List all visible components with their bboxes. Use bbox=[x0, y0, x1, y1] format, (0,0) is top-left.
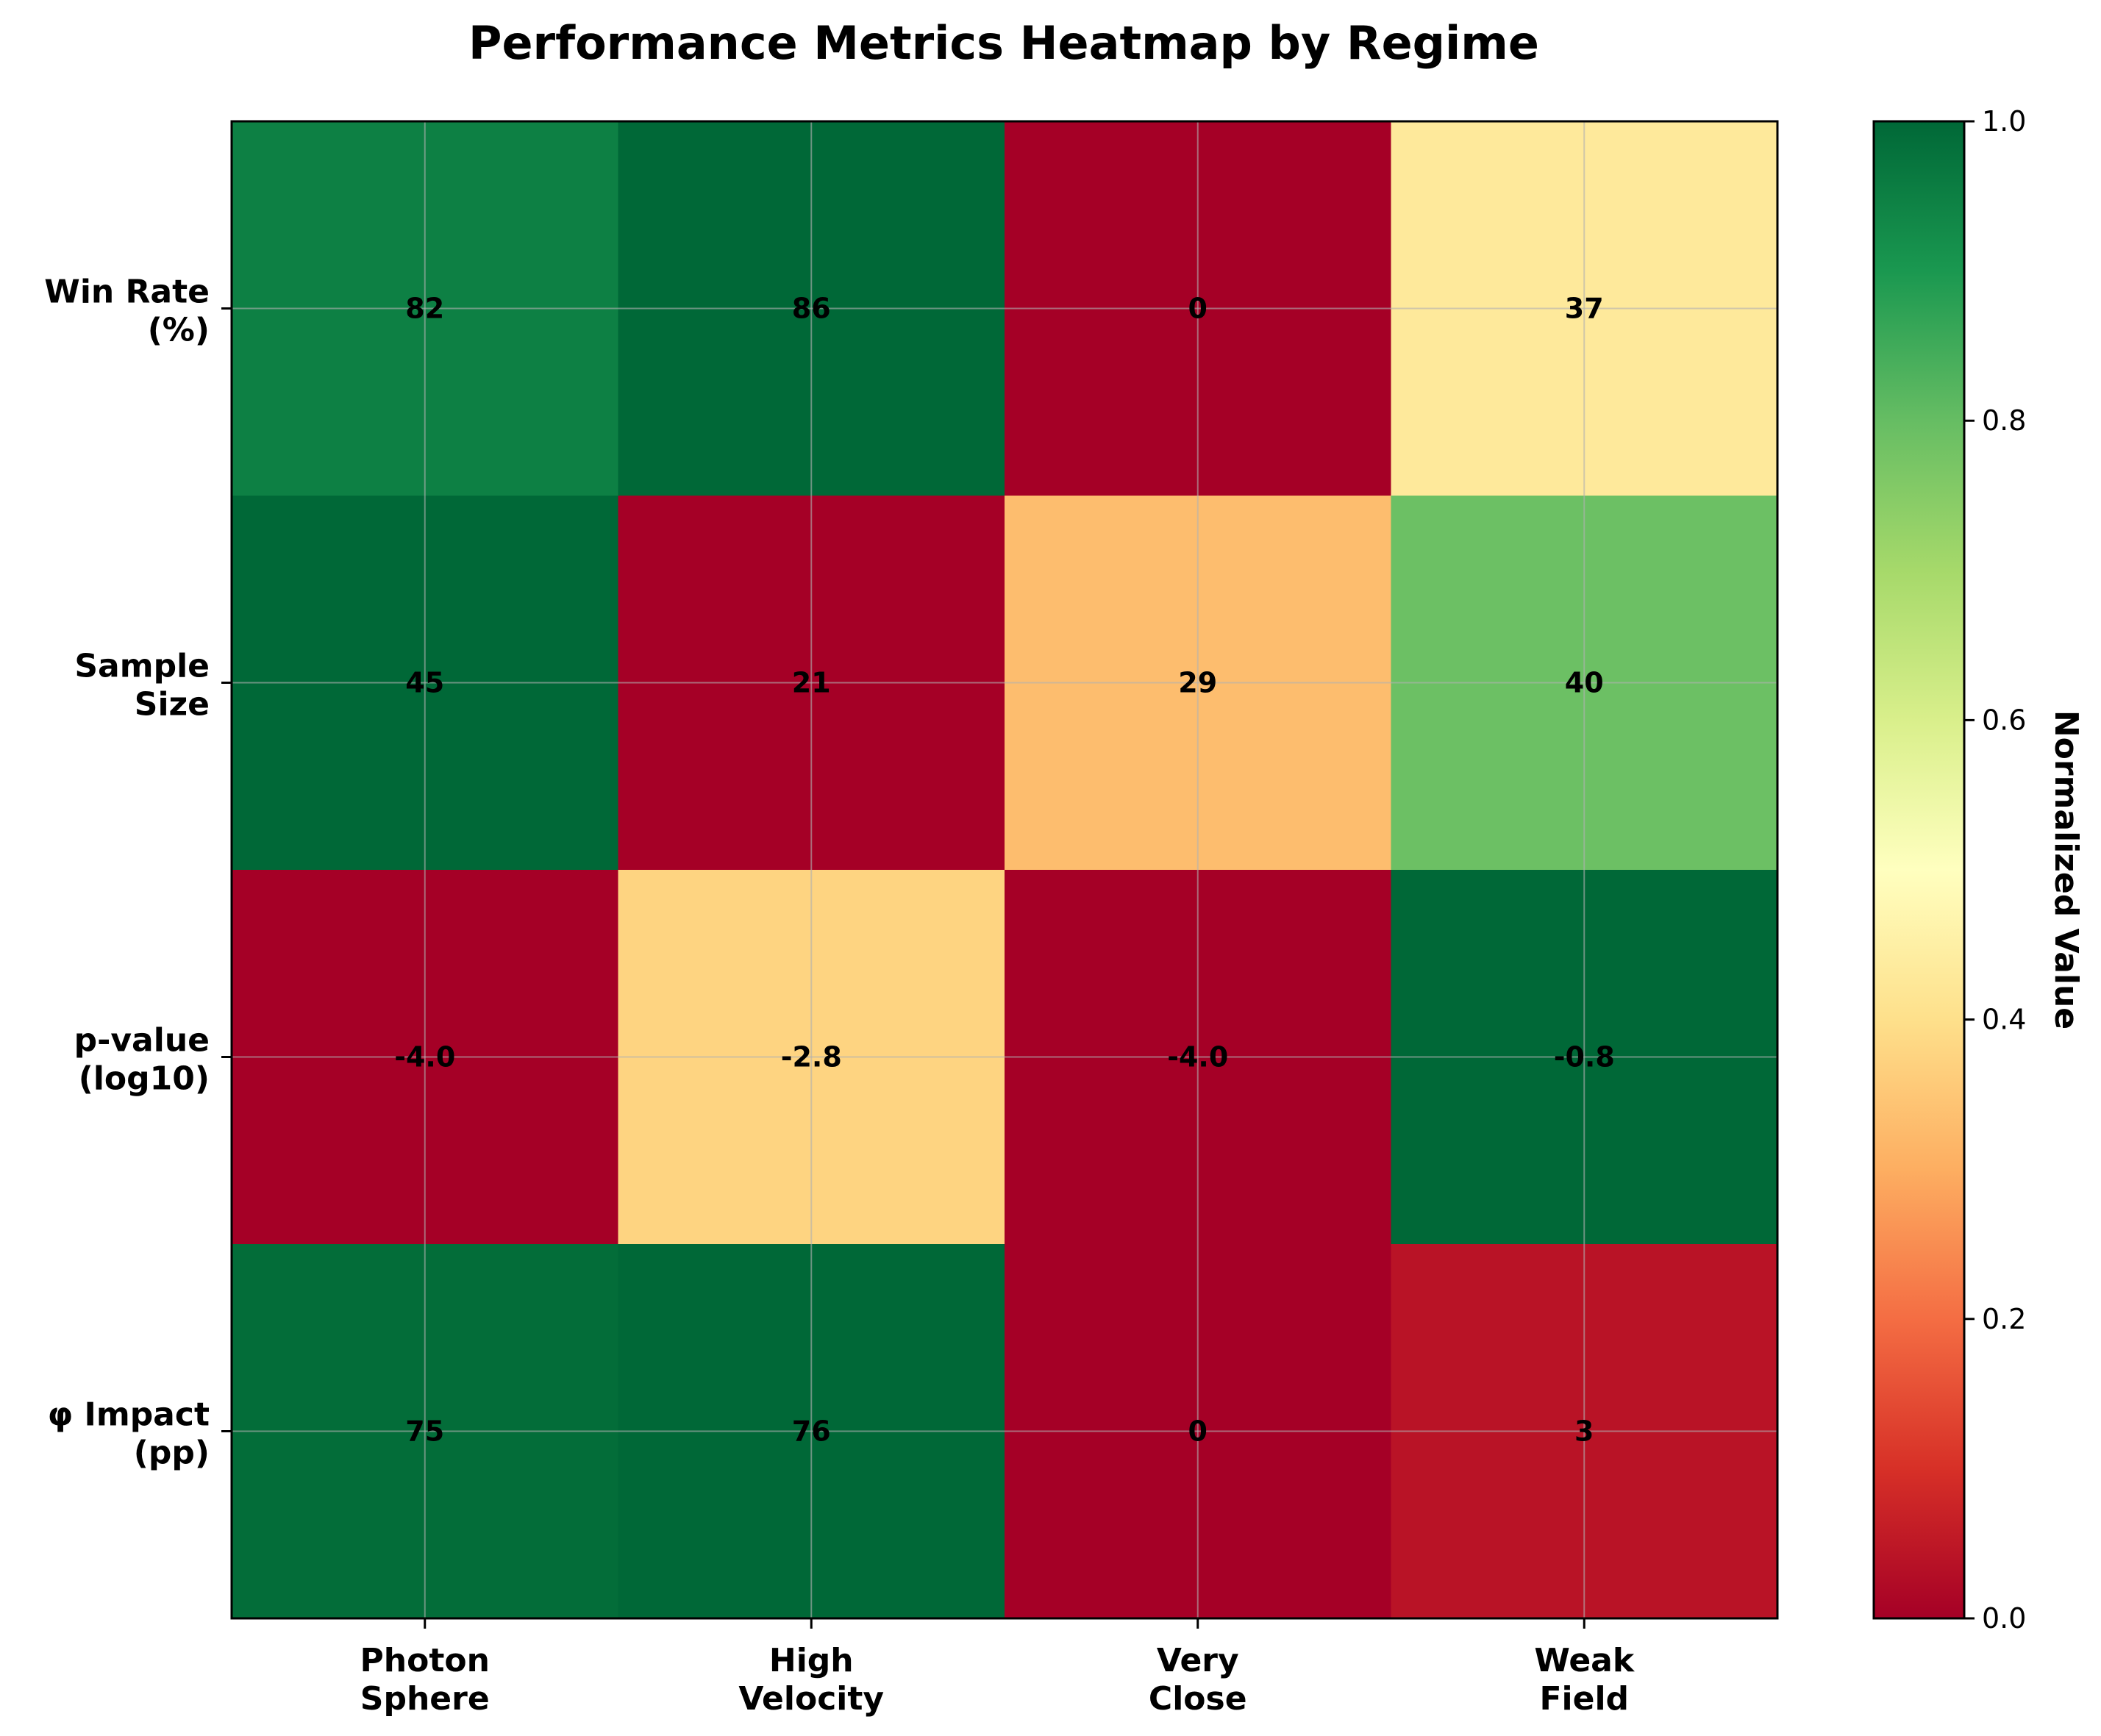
y-tick-label: φ Impact bbox=[48, 1396, 210, 1434]
cell-label: 0 bbox=[1188, 293, 1208, 325]
heatmap-cells bbox=[232, 121, 1778, 1619]
y-tick-label: Sample bbox=[74, 648, 210, 685]
cell-label: 82 bbox=[405, 293, 444, 325]
y-tick-label: (%) bbox=[148, 312, 210, 349]
y-tick-label: (pp) bbox=[134, 1435, 210, 1472]
y-tick-label: (log10) bbox=[79, 1060, 210, 1098]
cell-label: -4.0 bbox=[1167, 1041, 1228, 1074]
cell-label: 29 bbox=[1178, 667, 1217, 699]
cell-label: 45 bbox=[405, 667, 444, 699]
cell-label: 21 bbox=[792, 667, 831, 699]
cell-label: 76 bbox=[792, 1415, 831, 1448]
colorbar-tick-label: 1.0 bbox=[1982, 105, 2026, 137]
colorbar-tick-label: 0.2 bbox=[1982, 1303, 2026, 1335]
cell-label: -4.0 bbox=[394, 1041, 455, 1074]
y-tick-label: Win Rate bbox=[44, 274, 210, 311]
cell-label: -2.8 bbox=[781, 1041, 842, 1074]
y-tick-label: Size bbox=[135, 686, 210, 724]
x-tick-label: High bbox=[769, 1642, 854, 1679]
colorbar-tick-label: 0.6 bbox=[1982, 704, 2026, 736]
cell-label: 75 bbox=[405, 1415, 444, 1448]
colorbar-tick-label: 0.0 bbox=[1982, 1602, 2026, 1635]
x-tick-label: Very bbox=[1157, 1642, 1239, 1679]
x-tick-label: Weak bbox=[1534, 1642, 1635, 1679]
cell-label: 0 bbox=[1188, 1415, 1208, 1448]
x-tick-label: Sphere bbox=[360, 1680, 490, 1718]
cell-label: 40 bbox=[1565, 667, 1604, 699]
chart-title: Performance Metrics Heatmap by Regime bbox=[468, 16, 1539, 70]
cell-label: 86 bbox=[792, 293, 831, 325]
cell-label: -0.8 bbox=[1554, 1041, 1615, 1074]
x-tick-label: Photon bbox=[360, 1642, 490, 1679]
colorbar-label: Normalized Value bbox=[2047, 710, 2085, 1029]
y-tick-label: p-value bbox=[74, 1022, 210, 1060]
colorbar-tick-label: 0.8 bbox=[1982, 404, 2026, 437]
grid-lines bbox=[232, 121, 1777, 1618]
colorbar bbox=[1872, 120, 1966, 1620]
x-tick-label: Velocity bbox=[738, 1680, 884, 1718]
cell-labels: 82 86 0 37 45 21 29 40 -4.0 -2.8 -4.0 -0.8 75 76 0 3 bbox=[394, 293, 1615, 1448]
colorbar-ticks: 0.0 0.2 0.4 0.6 0.8 1.0 bbox=[1964, 105, 2026, 1635]
cell-label: 3 bbox=[1574, 1415, 1594, 1448]
x-tick-label: Close bbox=[1149, 1680, 1247, 1718]
colorbar-tick-label: 0.4 bbox=[1982, 1004, 2026, 1036]
plot-frame bbox=[230, 120, 1779, 1620]
cell-label: 37 bbox=[1565, 293, 1604, 325]
x-tick-label: Field bbox=[1539, 1680, 1629, 1718]
